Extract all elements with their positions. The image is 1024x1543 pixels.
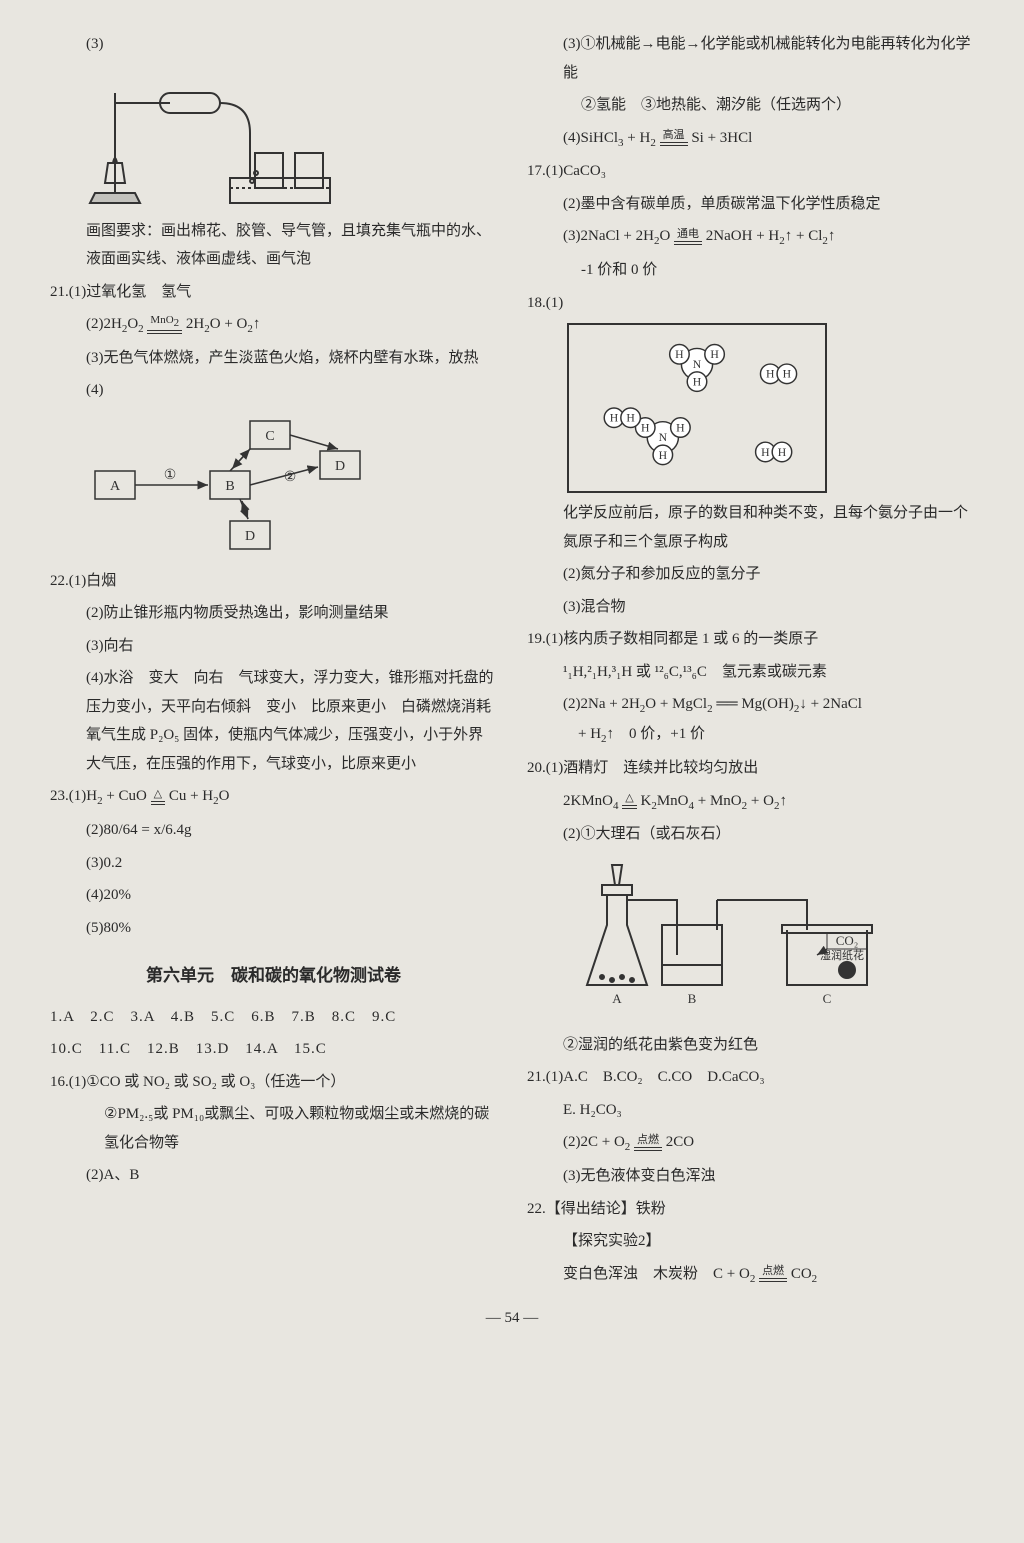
r-q16-3b: ②氢能 ③地热能、潮汐能（任选两个） [527, 91, 974, 120]
mol-H3: H [693, 376, 702, 389]
lab-co2: CO₂ [836, 933, 859, 948]
flow-D1: D [335, 459, 345, 474]
q16-2: (2)A、B [50, 1161, 497, 1190]
r-q21-1: 21.(1)A.C B.CO₂ C.CO D.CaCO₃ [527, 1063, 974, 1092]
flowchart-diagram: A B C D D ① ② [90, 411, 390, 561]
r-q17-1: 17.(1)CaCO₃ [527, 157, 974, 186]
q21-1: 21.(1)过氧化氢 氢气 [50, 278, 497, 307]
r-q20-2: (2)①大理石（或石灰石） [527, 820, 974, 849]
mol-N1: N [693, 358, 702, 371]
unit6-title: 第六单元 碳和碳的氧化物测试卷 [50, 960, 497, 992]
r-q22-3: 变白色浑浊 木炭粉 C + O2 点燃 CO2 [527, 1260, 974, 1290]
r-q19-1b: ¹₁H,²₁H,³₁H 或 ¹²₆C,¹³₆C 氢元素或碳元素 [527, 658, 974, 687]
answers-row-1: 1.A 2.C 3.A 4.B 5.C 6.B 7.B 8.C 9.C [50, 1003, 497, 1032]
r-q19-2: (2)2Na + 2H2O + MgCl2 ══ Mg(OH)2↓ + 2NaC… [527, 690, 974, 750]
mol-H6: H [659, 449, 668, 462]
molecule-diagram: N N H H H H H H H H H H H H [567, 323, 827, 493]
right-column: (3)①机械能→电能→化学能或机械能转化为电能再转化为化学能 ②氢能 ③地热能、… [527, 30, 974, 1294]
r-q18-2: (2)氮分子和参加反应的氢分子 [527, 560, 974, 589]
mol-N2: N [659, 431, 668, 444]
r-q20-2b: ②湿润的纸花由紫色变为红色 [527, 1031, 974, 1060]
mol-H9: H [766, 368, 775, 381]
mol-H2: H [710, 348, 719, 361]
r-q22-2: 【探究实验2】 [527, 1227, 974, 1256]
r-q20-1b: 2KMnO4 △ K2MnO4 + MnO2 + O2↑ [527, 787, 974, 817]
lab-C: C [823, 991, 832, 1006]
answers-row-2: 10.C 11.C 12.B 13.D 14.A 15.C [50, 1035, 497, 1064]
flow-B: B [225, 479, 234, 494]
q20-3-label: (3) [50, 30, 497, 59]
mol-H10: H [783, 368, 792, 381]
lab-A: A [612, 991, 622, 1006]
flow-n1: ① [164, 468, 177, 483]
flow-A: A [110, 479, 121, 494]
flow-C: C [265, 429, 274, 444]
q22-3: (3)向右 [50, 632, 497, 661]
r-q21-2: (2)2C + O2 点燃 2CO [527, 1128, 974, 1158]
mol-H8: H [626, 412, 635, 425]
r-q16-3: (3)①机械能→电能→化学能或机械能转化为电能再转化为化学能 [527, 30, 974, 87]
q22-4: (4)水浴 变大 向右 气球变大，浮力变大，锥形瓶对托盘的压力变小，天平向右倾斜… [50, 664, 497, 778]
q16-1: 16.(1)①CO 或 NO₂ 或 SO₂ 或 O₃（任选一个） [50, 1068, 497, 1097]
flow-D2: D [245, 529, 255, 544]
flow-n2: ② [284, 470, 297, 485]
r-q18-3: (3)混合物 [527, 593, 974, 622]
r-q20-1: 20.(1)酒精灯 连续并比较均匀放出 [527, 754, 974, 783]
q21-3: (3)无色气体燃烧，产生淡蓝色火焰，烧杯内壁有水珠，放热 [50, 344, 497, 373]
r-q22-1: 22.【得出结论】铁粉 [527, 1195, 974, 1224]
r-q18-1-label: 18.(1) [527, 289, 974, 318]
q23-5: (5)80% [50, 914, 497, 943]
r-q19-1: 19.(1)核内质子数相同都是 1 或 6 的一类原子 [527, 625, 974, 654]
q23-3: (3)0.2 [50, 849, 497, 878]
q22-1: 22.(1)白烟 [50, 567, 497, 596]
q16-1b: ②PM₂.₅或 PM₁₀或飘尘、可吸入颗粒物或烟尘或未燃烧的碳氢化合物等 [50, 1100, 497, 1157]
mol-H12: H [778, 446, 787, 459]
lab-B: B [688, 991, 697, 1006]
r-q21-1b: E. H₂CO₃ [527, 1096, 974, 1125]
q21-2: (2)2H2O2 MnO2 2H2O + O2↑ [50, 310, 497, 340]
r-q17-3: (3)2NaCl + 2H2O 通电 2NaOH + H2↑ + Cl2↑ [527, 222, 974, 252]
mol-H11: H [761, 446, 770, 459]
r-q17-2: (2)墨中含有碳单质，单质碳常温下化学性质稳定 [527, 190, 974, 219]
q23-2: (2)80/64 = x/6.4g [50, 816, 497, 845]
q23-1: 23.(1)H2 + CuO △ Cu + H2O [50, 782, 497, 812]
page-number: — 54 — [0, 1310, 1024, 1327]
q22-2: (2)防止锥形瓶内物质受热逸出，影响测量结果 [50, 599, 497, 628]
r-q18-1b: 化学反应前后，原子的数目和种类不变，且每个氨分子由一个氮原子和三个氢原子构成 [527, 499, 974, 556]
mol-H7: H [610, 412, 619, 425]
left-column: (3) [50, 30, 497, 1294]
lab-apparatus-diagram: A B C CO₂ 湿润纸花 [567, 855, 907, 1025]
r-q17-3b: -1 价和 0 价 [527, 256, 974, 285]
mol-H5: H [676, 422, 685, 435]
mol-H4: H [641, 422, 650, 435]
q23-4: (4)20% [50, 881, 497, 910]
q20-caption: 画图要求：画出棉花、胶管、导气管，且填充集气瓶中的水、液面画实线、液体画虚线、画… [50, 217, 497, 274]
q21-4-label: (4) [50, 376, 497, 405]
r-q21-3: (3)无色液体变白色浑浊 [527, 1162, 974, 1191]
apparatus-diagram [80, 63, 340, 213]
mol-H: H [675, 348, 684, 361]
r-q16-4: (4)SiHCl3 + H2 高温 Si + 3HCl [527, 124, 974, 154]
